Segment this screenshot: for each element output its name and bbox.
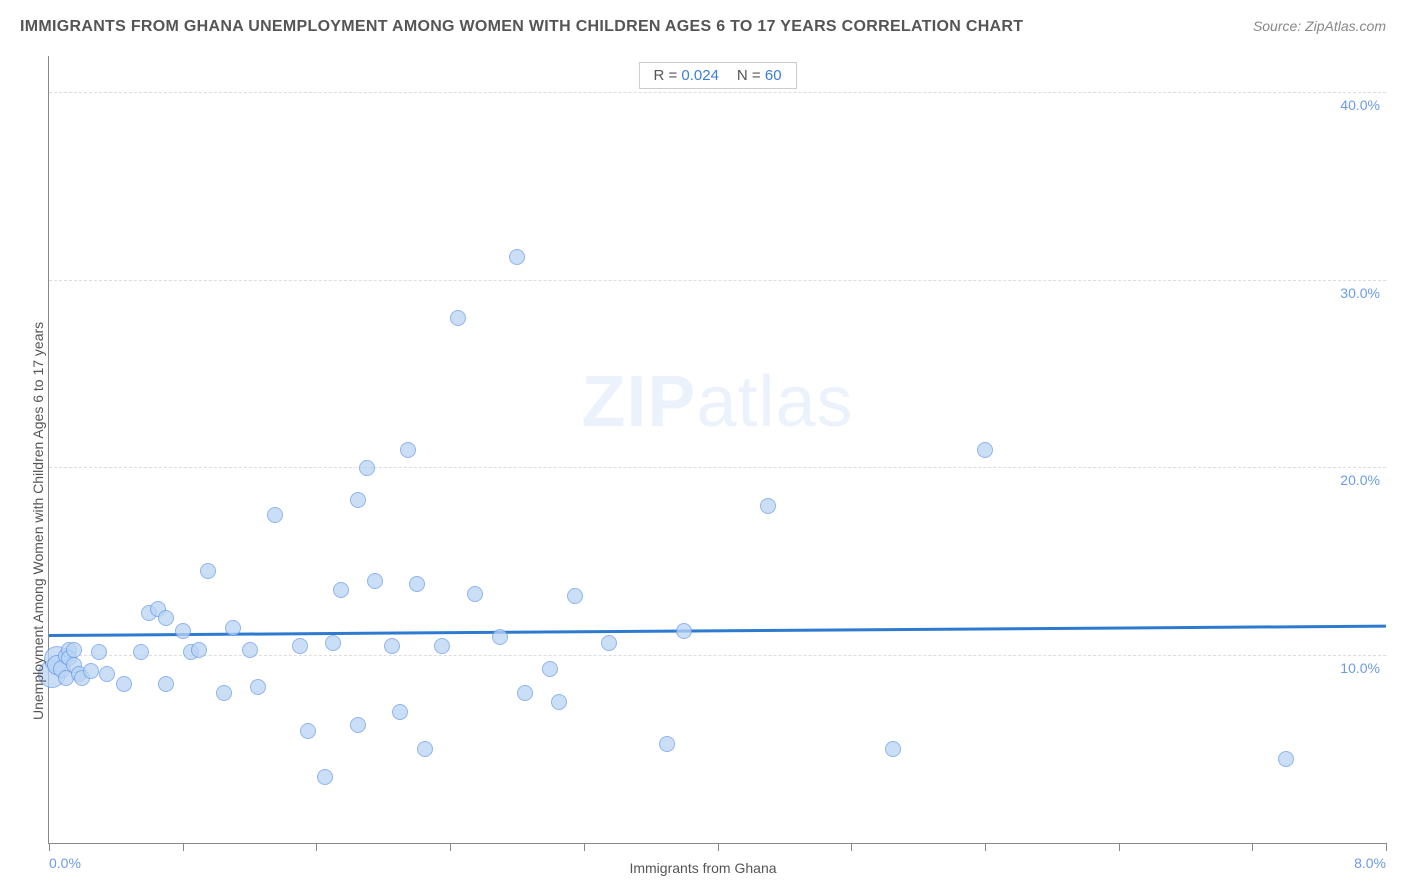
x-tick [1252, 843, 1253, 851]
data-point [91, 644, 107, 660]
data-point [300, 723, 316, 739]
data-point [267, 507, 283, 523]
r-label: R = [653, 67, 681, 84]
data-point [133, 644, 149, 660]
data-point [158, 676, 174, 692]
data-point [601, 635, 617, 651]
data-point [509, 249, 525, 265]
data-point [409, 576, 425, 592]
x-tick [316, 843, 317, 851]
data-point [99, 666, 115, 682]
data-point [676, 623, 692, 639]
source-label: Source: ZipAtlas.com [1253, 18, 1386, 34]
data-point [333, 582, 349, 598]
gridline [49, 280, 1386, 281]
data-point [467, 586, 483, 602]
data-point [450, 310, 466, 326]
data-point [225, 620, 241, 636]
data-point [325, 635, 341, 651]
data-point [242, 642, 258, 658]
data-point [760, 498, 776, 514]
data-point [317, 769, 333, 785]
data-point [417, 741, 433, 757]
data-point [350, 717, 366, 733]
data-point [216, 685, 232, 701]
data-point [885, 741, 901, 757]
r-value: 0.024 [681, 67, 719, 84]
data-point [400, 442, 416, 458]
data-point [384, 638, 400, 654]
data-point [434, 638, 450, 654]
y-tick-label: 30.0% [1340, 285, 1380, 301]
x-axis-label: Immigrants from Ghana [0, 860, 1406, 876]
data-point [292, 638, 308, 654]
data-point [977, 442, 993, 458]
data-point [83, 663, 99, 679]
data-point [659, 736, 675, 752]
x-tick [985, 843, 986, 851]
gridline [49, 92, 1386, 93]
x-tick [584, 843, 585, 851]
watermark: ZIPatlas [581, 361, 853, 443]
x-tick [718, 843, 719, 851]
data-point [359, 460, 375, 476]
x-tick [1386, 843, 1387, 851]
x-tick [183, 843, 184, 851]
data-point [250, 679, 266, 695]
stats-legend: R = 0.024 N = 60 [638, 62, 796, 89]
data-point [116, 676, 132, 692]
data-point [66, 642, 82, 658]
data-point [191, 642, 207, 658]
x-tick [450, 843, 451, 851]
n-stat: N = 60 [737, 67, 782, 84]
data-point [200, 563, 216, 579]
n-value: 60 [765, 67, 782, 84]
watermark-atlas: atlas [696, 362, 853, 442]
data-point [158, 610, 174, 626]
x-tick [851, 843, 852, 851]
data-point [492, 629, 508, 645]
data-point [350, 492, 366, 508]
y-tick-label: 10.0% [1340, 660, 1380, 676]
y-tick-label: 40.0% [1340, 97, 1380, 113]
x-tick [49, 843, 50, 851]
y-tick-label: 20.0% [1340, 472, 1380, 488]
y-axis-label: Unemployment Among Women with Children A… [30, 322, 46, 720]
r-stat: R = 0.024 [653, 67, 718, 84]
data-point [175, 623, 191, 639]
data-point [517, 685, 533, 701]
trendline [49, 625, 1386, 637]
chart-title: IMMIGRANTS FROM GHANA UNEMPLOYMENT AMONG… [20, 18, 1023, 36]
data-point [542, 661, 558, 677]
data-point [567, 588, 583, 604]
scatter-chart: R = 0.024 N = 60 ZIPatlas 10.0% 20.0% 30.0… [48, 56, 1386, 844]
n-label: N = [737, 67, 765, 84]
data-point [1278, 751, 1294, 767]
data-point [551, 694, 567, 710]
watermark-zip: ZIP [581, 362, 696, 442]
data-point [392, 704, 408, 720]
data-point [367, 573, 383, 589]
gridline [49, 467, 1386, 468]
x-tick [1119, 843, 1120, 851]
